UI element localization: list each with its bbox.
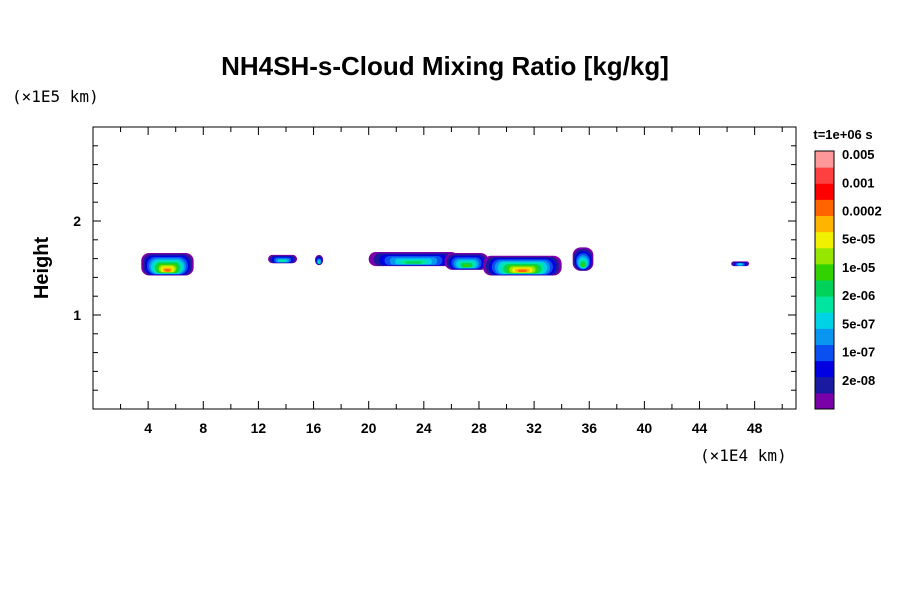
colorbar-swatch	[815, 280, 834, 297]
cloud-contour	[463, 264, 471, 268]
colorbar-swatch	[815, 215, 834, 233]
x-tick-label: 28	[471, 420, 487, 436]
x-tick-label: 12	[251, 420, 267, 436]
x-tick-label: 44	[692, 420, 708, 436]
cloud-blob	[483, 255, 562, 276]
cloud-blob	[444, 252, 489, 270]
time-label: t=1e+06 s	[813, 127, 872, 142]
cloud-contour	[317, 261, 321, 264]
colorbar: 0.005 0.001 0.0002 5e-05 1e-05 2e-06 5e-07 1e-0…	[814, 147, 882, 410]
cloud-blob	[572, 247, 594, 271]
colorbar-swatch	[815, 247, 834, 265]
y-unit-label: (×1E5 km)	[12, 87, 99, 106]
x-tick-label: 20	[361, 420, 377, 436]
cloud-contour	[405, 261, 422, 264]
x-unit-label: (×1E4 km)	[700, 446, 787, 465]
colorbar-label: 1e-05	[842, 260, 875, 275]
colorbar-label: 0.005	[842, 147, 875, 162]
cloud-contour	[164, 269, 171, 272]
cloud-contour	[581, 263, 585, 267]
colorbar-swatch	[815, 263, 834, 281]
colorbar-swatch	[815, 296, 834, 313]
colorbar-label: 5e-07	[842, 316, 875, 331]
colorbar-label: 0.001	[842, 175, 875, 190]
colorbar-swatch	[815, 183, 834, 200]
colorbar-swatch	[815, 376, 834, 394]
chart-title: NH4SH-s-Cloud Mixing Ratio [kg/kg]	[221, 51, 669, 81]
cloud-blob	[731, 261, 750, 267]
colorbar-label: 2e-08	[842, 373, 875, 388]
x-tick-label: 40	[637, 420, 653, 436]
x-tick-label: 48	[747, 420, 763, 436]
colorbar-label: 0.0002	[842, 203, 882, 218]
colorbar-label: 1e-07	[842, 345, 875, 360]
y-axis-label: Height	[31, 237, 53, 300]
colorbar-swatch	[815, 231, 834, 249]
cloud-blob	[268, 254, 298, 264]
colorbar-swatch	[815, 199, 834, 216]
colorbar-swatch	[815, 312, 834, 329]
cloud-blob	[141, 252, 194, 276]
colorbar-swatch	[815, 360, 834, 378]
cloud-field	[141, 247, 750, 276]
cloud-blob	[314, 254, 324, 266]
colorbar-swatch	[815, 151, 834, 168]
y-tick-label: 2	[73, 213, 81, 229]
cloud-blob	[368, 252, 459, 267]
x-tick-label: 8	[199, 420, 207, 436]
colorbar-frame	[814, 150, 835, 410]
colorbar-label: 2e-06	[842, 288, 875, 303]
colorbar-swatch	[815, 328, 834, 345]
plot-frame	[92, 126, 797, 410]
colorbar-swatch	[815, 392, 834, 410]
cloud-contour	[738, 263, 743, 266]
x-tick-label: 36	[581, 420, 597, 436]
x-tick-label: 32	[526, 420, 542, 436]
cloud-contour	[279, 259, 286, 263]
x-tick-label: 16	[306, 420, 322, 436]
x-tick-label: 4	[144, 420, 152, 436]
colorbar-swatch	[815, 344, 834, 362]
y-tick-label: 1	[73, 307, 81, 323]
colorbar-label: 5e-05	[842, 232, 875, 247]
cloud-contour	[518, 269, 527, 273]
colorbar-swatch	[815, 167, 834, 184]
x-tick-label: 24	[416, 420, 432, 436]
